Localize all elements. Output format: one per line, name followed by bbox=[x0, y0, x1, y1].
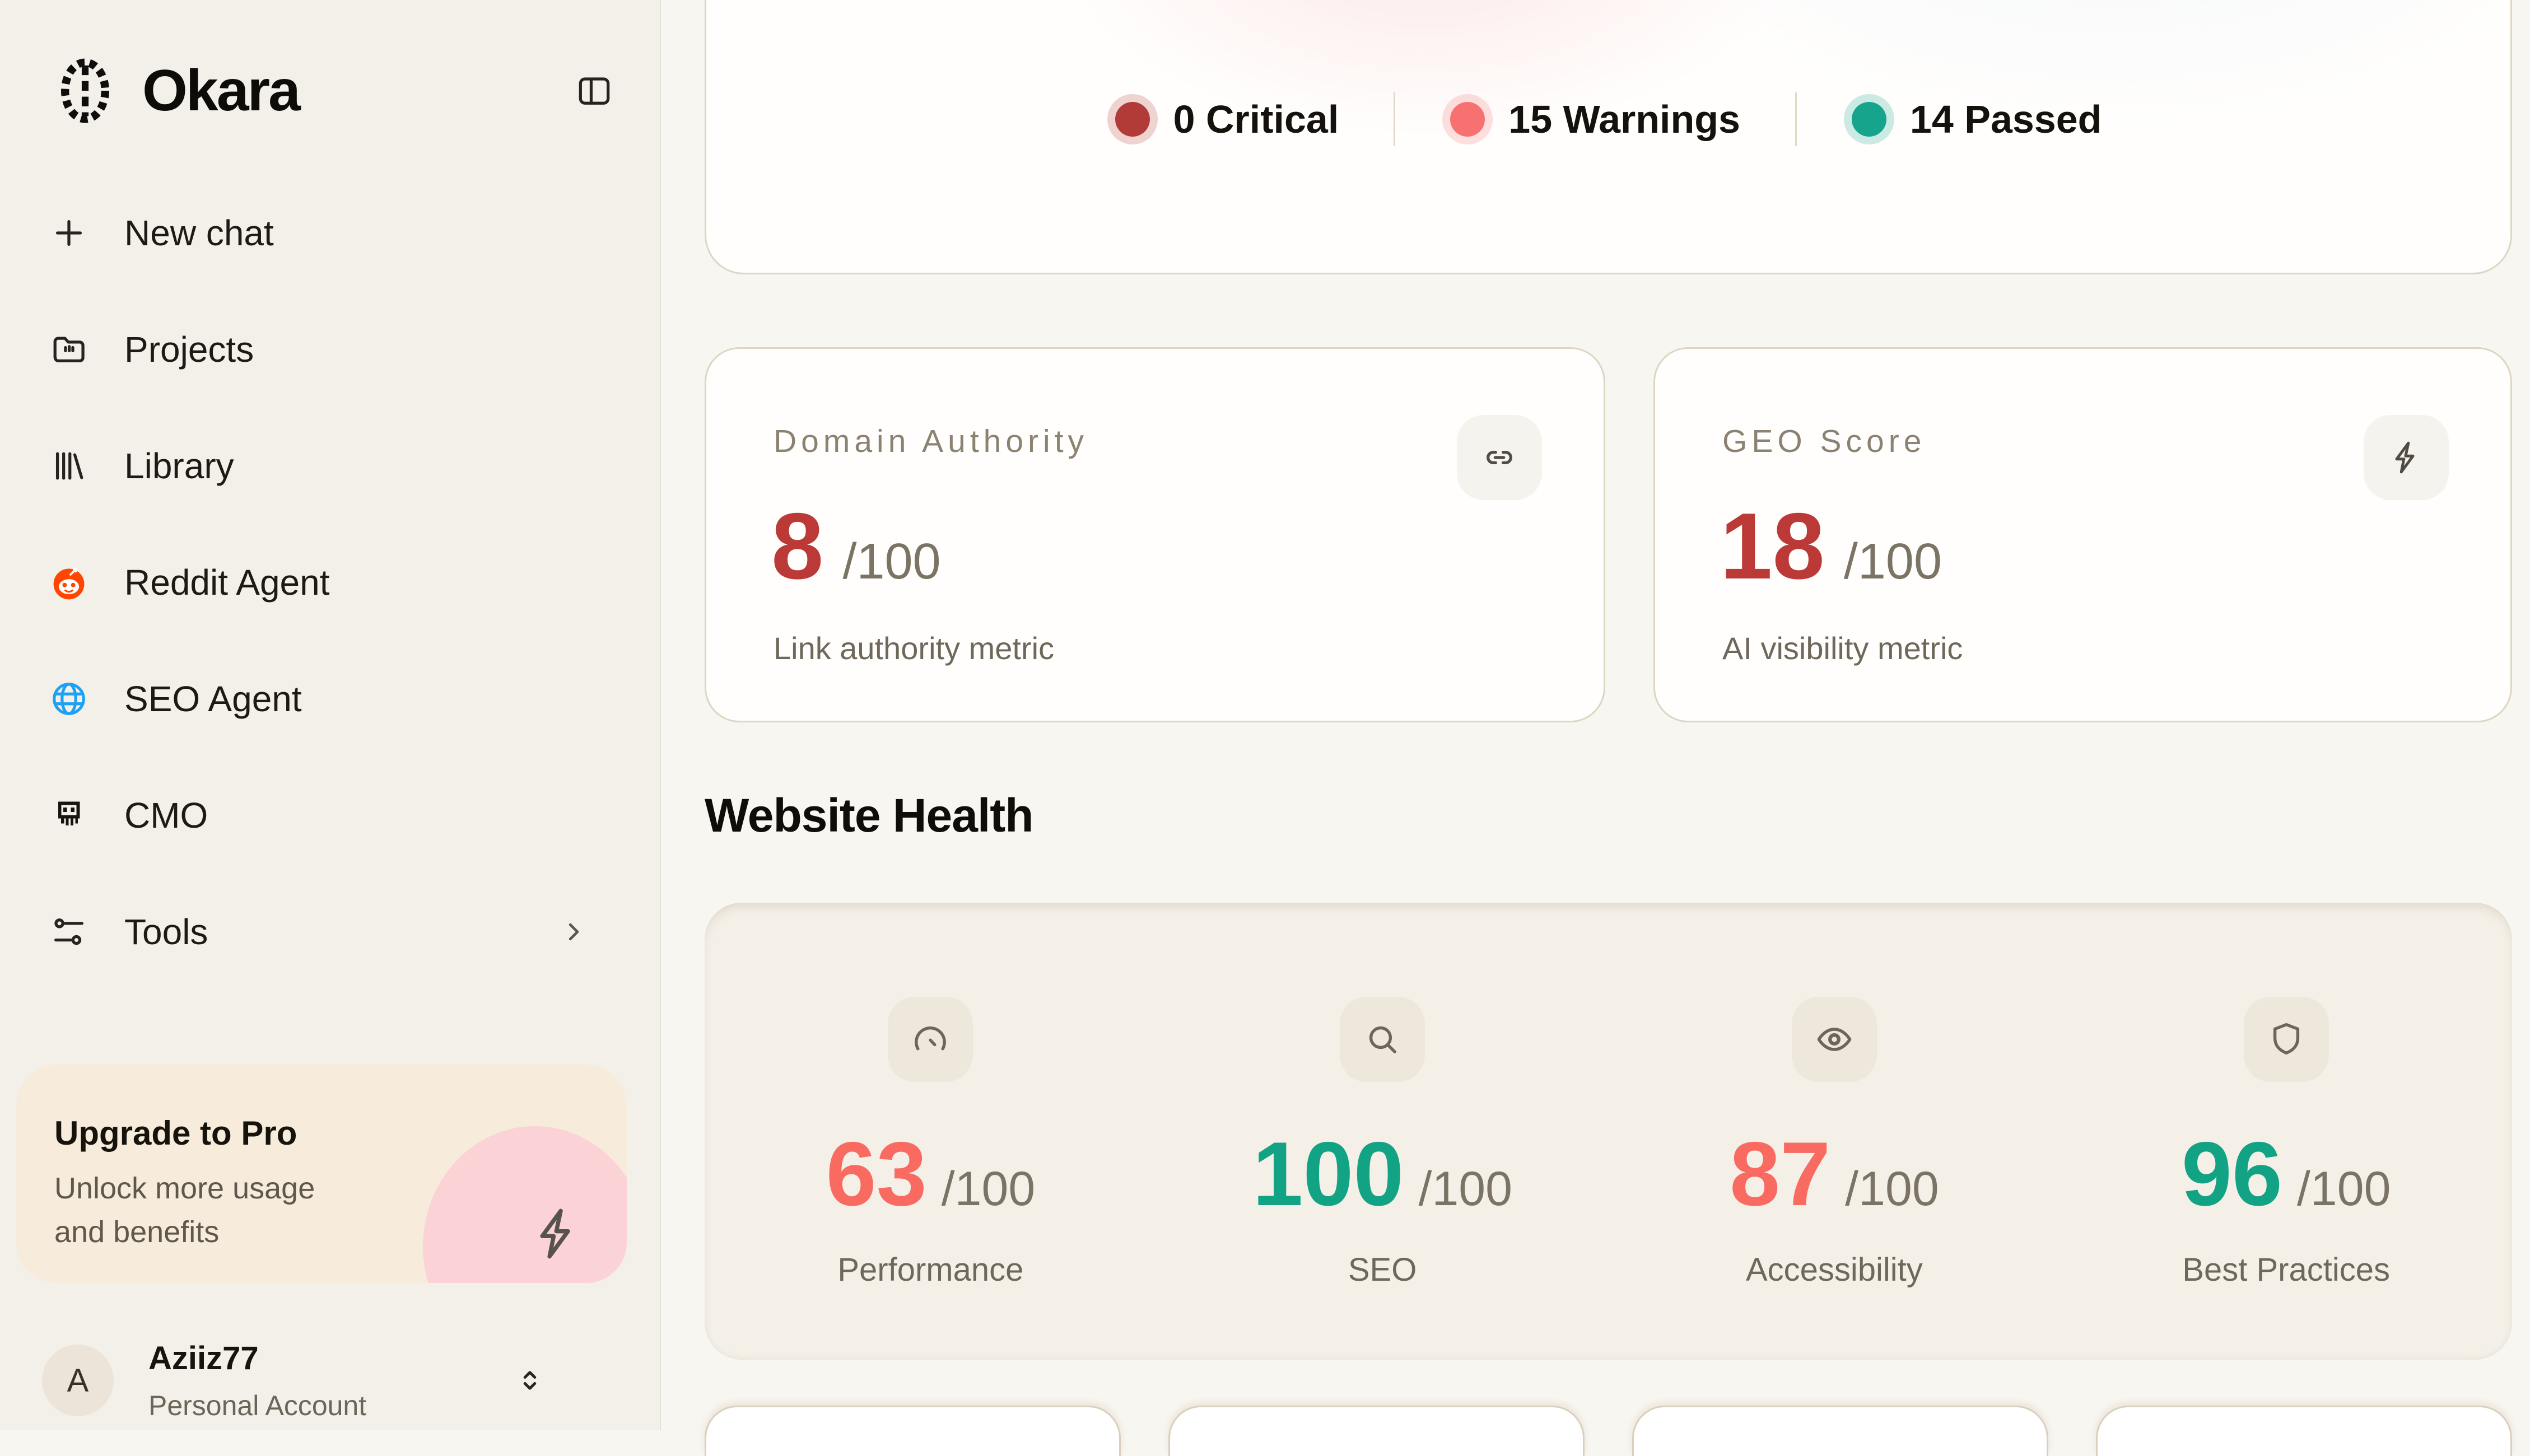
metric-value-row: 8 /100 bbox=[771, 499, 941, 593]
globe-icon bbox=[49, 679, 88, 718]
account-meta: Aziiz77 Personal Account bbox=[148, 1340, 366, 1422]
lightning-icon bbox=[2388, 439, 2425, 476]
sidebar-item-cmo[interactable]: CMO bbox=[49, 757, 615, 874]
brand[interactable]: Okara bbox=[49, 52, 301, 129]
plus-icon bbox=[49, 213, 88, 253]
sidebar-item-new-chat[interactable]: New chat bbox=[49, 175, 615, 291]
metric-value-row: 18 /100 bbox=[1720, 499, 1942, 593]
metric-denominator: /100 bbox=[842, 534, 941, 590]
upgrade-card[interactable]: Upgrade to Pro Unlock more usage and ben… bbox=[16, 1065, 627, 1283]
chevron-right-icon bbox=[558, 916, 589, 948]
sidebar-header: Okara bbox=[49, 52, 615, 130]
health-tile-best-practices: 96 /100 Best Practices bbox=[2060, 903, 2512, 1360]
health-label: Performance bbox=[837, 1252, 1024, 1288]
geo-score-card: GEO Score 18 /100 AI visibility metric bbox=[1653, 347, 2512, 722]
sidebar-item-projects[interactable]: Projects bbox=[49, 291, 615, 408]
health-value: 87 bbox=[1730, 1123, 1831, 1225]
upgrade-blob bbox=[423, 1126, 627, 1283]
account-name: Aziiz77 bbox=[148, 1340, 259, 1376]
metric-caption: Link authority metric bbox=[774, 631, 1055, 666]
card-title: GEO Score bbox=[1722, 423, 1926, 459]
health-value: 100 bbox=[1252, 1123, 1404, 1225]
sidebar: Okara New chat bbox=[0, 0, 661, 1430]
website-health-panel: 63 /100 Performance 100 /100 SEO bbox=[705, 903, 2512, 1360]
status-summary-row: 0 Critical 15 Warnings 14 Passed bbox=[706, 92, 2510, 146]
sidebar-nav: New chat Projects Library bbox=[49, 175, 615, 990]
metric-caption: AI visibility metric bbox=[1722, 631, 1963, 666]
lightning-icon bbox=[528, 1205, 586, 1263]
health-denominator: /100 bbox=[1418, 1162, 1512, 1216]
gauge-icon bbox=[888, 997, 973, 1082]
health-value: 96 bbox=[2181, 1123, 2283, 1225]
upgrade-subtitle: Unlock more usage and benefits bbox=[54, 1172, 315, 1249]
warning-dot-icon bbox=[1442, 94, 1493, 144]
partial-card bbox=[1168, 1406, 1585, 1456]
folder-icon bbox=[49, 330, 88, 369]
sidebar-item-tools[interactable]: Tools bbox=[49, 874, 615, 990]
panel-toggle-icon bbox=[574, 70, 615, 111]
divider bbox=[1795, 92, 1797, 146]
metric-value: 18 bbox=[1720, 493, 1825, 599]
health-denominator: /100 bbox=[941, 1162, 1036, 1216]
domain-authority-card: Domain Authority 8 /100 Link authority m… bbox=[705, 347, 1605, 722]
main-content: 0 Critical 15 Warnings 14 Passed Domain … bbox=[661, 0, 2530, 1456]
sidebar-item-seo-agent[interactable]: SEO Agent bbox=[49, 641, 615, 757]
chevrons-up-down-icon bbox=[513, 1364, 547, 1397]
metric-value: 8 bbox=[771, 493, 824, 599]
health-denominator: /100 bbox=[2297, 1162, 2391, 1216]
sidebar-item-library[interactable]: Library bbox=[49, 408, 615, 524]
status-passed: 14 Passed bbox=[1843, 94, 2102, 144]
metric-denominator: /100 bbox=[1843, 534, 1942, 590]
audit-summary-card: 0 Critical 15 Warnings 14 Passed bbox=[705, 0, 2512, 274]
robot-icon bbox=[49, 796, 88, 835]
status-critical: 0 Critical bbox=[1107, 94, 1339, 144]
sidebar-item-reddit-agent[interactable]: Reddit Agent bbox=[49, 524, 615, 641]
status-warnings: 15 Warnings bbox=[1442, 94, 1740, 144]
link-icon bbox=[1481, 439, 1518, 476]
upgrade-title: Upgrade to Pro bbox=[54, 1114, 297, 1152]
account-row[interactable]: A Aziiz77 Personal Account bbox=[42, 1330, 615, 1431]
health-denominator: /100 bbox=[1845, 1162, 1939, 1216]
avatar: A bbox=[42, 1345, 114, 1416]
health-tile-accessibility: 87 /100 Accessibility bbox=[1609, 903, 2061, 1360]
partial-card bbox=[2096, 1406, 2512, 1456]
divider bbox=[1394, 92, 1396, 146]
critical-dot-icon bbox=[1107, 94, 1158, 144]
health-label: Best Practices bbox=[2182, 1252, 2390, 1288]
health-tile-seo: 100 /100 SEO bbox=[1157, 903, 1609, 1360]
okara-logo-icon bbox=[49, 52, 121, 129]
passed-dot-icon bbox=[1843, 94, 1894, 144]
brand-name: Okara bbox=[142, 58, 301, 123]
link-button[interactable] bbox=[1457, 415, 1542, 500]
account-type: Personal Account bbox=[148, 1389, 367, 1421]
partial-card bbox=[705, 1406, 1121, 1456]
sidebar-collapse-button[interactable] bbox=[574, 70, 615, 111]
bottom-card-row bbox=[705, 1406, 2512, 1456]
library-icon bbox=[49, 446, 88, 486]
health-tile-performance: 63 /100 Performance bbox=[705, 903, 1157, 1360]
partial-card bbox=[1632, 1406, 2048, 1456]
health-label: Accessibility bbox=[1745, 1252, 1923, 1288]
sliders-icon bbox=[49, 912, 88, 951]
health-value: 63 bbox=[826, 1123, 927, 1225]
health-label: SEO bbox=[1348, 1252, 1417, 1288]
shield-icon bbox=[2243, 997, 2329, 1082]
search-icon bbox=[1340, 997, 1425, 1082]
eye-icon bbox=[1791, 997, 1877, 1082]
bolt-button[interactable] bbox=[2364, 415, 2449, 500]
reddit-icon bbox=[49, 563, 88, 602]
card-title: Domain Authority bbox=[774, 423, 1089, 459]
website-health-heading: Website Health bbox=[705, 789, 1034, 842]
